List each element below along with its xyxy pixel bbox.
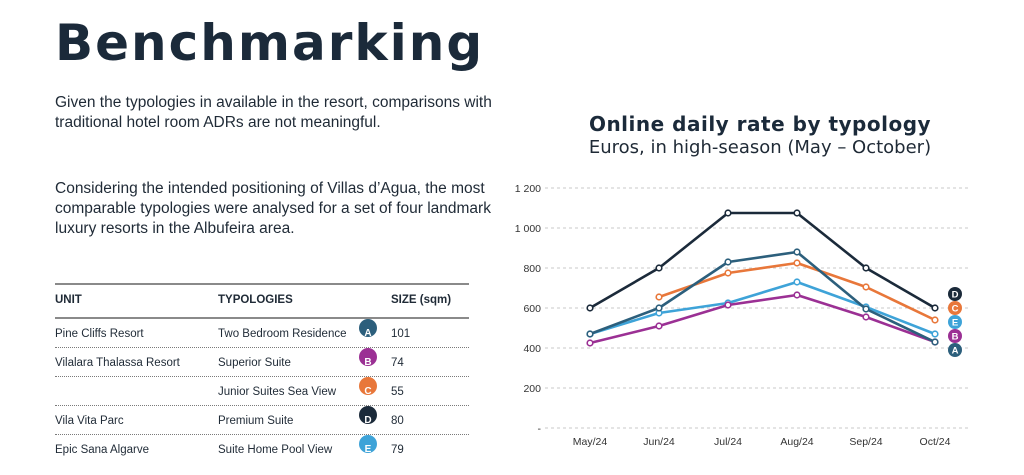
y-tick-label: - [538, 423, 542, 435]
data-point-c [655, 293, 663, 301]
legend-badge-b [948, 329, 962, 343]
legend-label-e: E [952, 318, 958, 329]
table-row: Junior Suites Sea View C 55 [55, 377, 469, 406]
cell-unit: Vila Vita Parc [55, 415, 124, 427]
cell-size: 80 [391, 415, 404, 427]
chart-subtitle: Euros, in high-season (May – October) [588, 137, 932, 158]
data-point-b [724, 301, 732, 309]
data-point-c [862, 283, 870, 291]
y-tick-label: 800 [523, 263, 541, 275]
data-point-e [793, 278, 801, 286]
data-point-c [931, 316, 939, 324]
data-point-a [724, 258, 732, 266]
series-line-d [589, 211, 936, 310]
cell-typology: Suite Home Pool View [218, 444, 333, 456]
x-tick-label: Jun/24 [643, 436, 675, 448]
cell-size: 55 [391, 386, 404, 398]
series-line-b [589, 293, 936, 345]
data-point-c [793, 259, 801, 267]
table-row: Epic Sana Algarve Suite Home Pool View E… [55, 435, 469, 463]
legend-label-d: D [952, 290, 959, 301]
positioning-paragraph: Considering the intended positioning of … [55, 180, 491, 237]
table-row: Pine Cliffs Resort Two Bedroom Residence… [55, 319, 469, 348]
legend-label-b: B [952, 332, 959, 343]
data-point-d [793, 209, 801, 217]
data-point-d [586, 304, 594, 312]
table-top-rule [55, 283, 469, 285]
typology-badge-c: C [359, 377, 377, 397]
y-tick-label: 400 [523, 343, 541, 355]
cell-typology: Superior Suite [218, 357, 291, 369]
cell-typology: Two Bedroom Residence [218, 328, 347, 340]
intro-paragraph: Given the typologies in available in the… [55, 94, 492, 131]
table-row: Vilalara Thalassa Resort Superior Suite … [55, 348, 469, 377]
rate-line-chart: - 200 400 600 800 1 000 1 200 May/24 Jun/24 Jul/2… [515, 183, 970, 448]
x-tick-label: Jul/24 [714, 436, 742, 448]
data-point-e [931, 330, 939, 338]
typology-badge-b: B [359, 348, 377, 368]
x-tick-label: Oct/24 [920, 436, 951, 448]
cell-typology: Junior Suites Sea View [218, 386, 337, 398]
x-tick-label: Sep/24 [849, 436, 882, 448]
table-header: UNIT TYPOLOGIES SIZE (sqm) [55, 285, 469, 319]
typology-badge-e: E [359, 435, 377, 455]
data-point-a [586, 330, 594, 338]
benchmark-table: UNIT TYPOLOGIES SIZE (sqm) Pine Cliffs R… [55, 283, 469, 463]
typology-badge-a: A [359, 319, 377, 339]
cell-unit: Pine Cliffs Resort [55, 328, 144, 340]
table-row: Vila Vita Parc Premium Suite D 80 [55, 406, 469, 435]
y-tick-label: 1 000 [515, 223, 541, 235]
data-point-a [862, 305, 870, 313]
data-point-b [655, 322, 663, 330]
data-point-a [931, 338, 939, 346]
data-point-a [793, 248, 801, 256]
series-line-e [589, 280, 936, 336]
cell-unit: Vilalara Thalassa Resort [55, 357, 180, 369]
data-point-b [862, 313, 870, 321]
page-title: Benchmarking [55, 14, 485, 72]
legend-badge-c [948, 301, 962, 315]
data-point-d [862, 264, 870, 272]
data-point-d [724, 209, 732, 217]
header-unit: UNIT [55, 294, 82, 306]
legend-badge-d [948, 287, 962, 301]
cell-typology: Premium Suite [218, 415, 294, 427]
y-tick-label: 1 200 [515, 183, 541, 195]
data-point-c [724, 269, 732, 277]
legend-badge-a [948, 343, 962, 357]
legend-label-a: A [952, 346, 959, 357]
chart-title: Online daily rate by typology [588, 112, 932, 136]
series-line-a [589, 250, 936, 344]
cell-size: 79 [391, 444, 404, 456]
header-size: SIZE (sqm) [391, 294, 452, 306]
cell-size: 74 [391, 357, 404, 369]
data-point-b [793, 291, 801, 299]
data-point-d [931, 304, 939, 312]
typology-badge-d: D [359, 406, 377, 426]
cell-size: 101 [391, 328, 411, 340]
cell-unit: Epic Sana Algarve [55, 444, 149, 456]
header-typologies: TYPOLOGIES [218, 294, 293, 306]
legend-badge-e [948, 315, 962, 329]
y-tick-label: 600 [523, 303, 541, 315]
data-point-a [655, 304, 663, 312]
legend-label-c: C [952, 304, 959, 315]
x-tick-label: May/24 [573, 436, 608, 448]
x-tick-label: Aug/24 [780, 436, 813, 448]
data-point-d [655, 264, 663, 272]
y-tick-label: 200 [523, 383, 541, 395]
data-point-b [586, 339, 594, 347]
